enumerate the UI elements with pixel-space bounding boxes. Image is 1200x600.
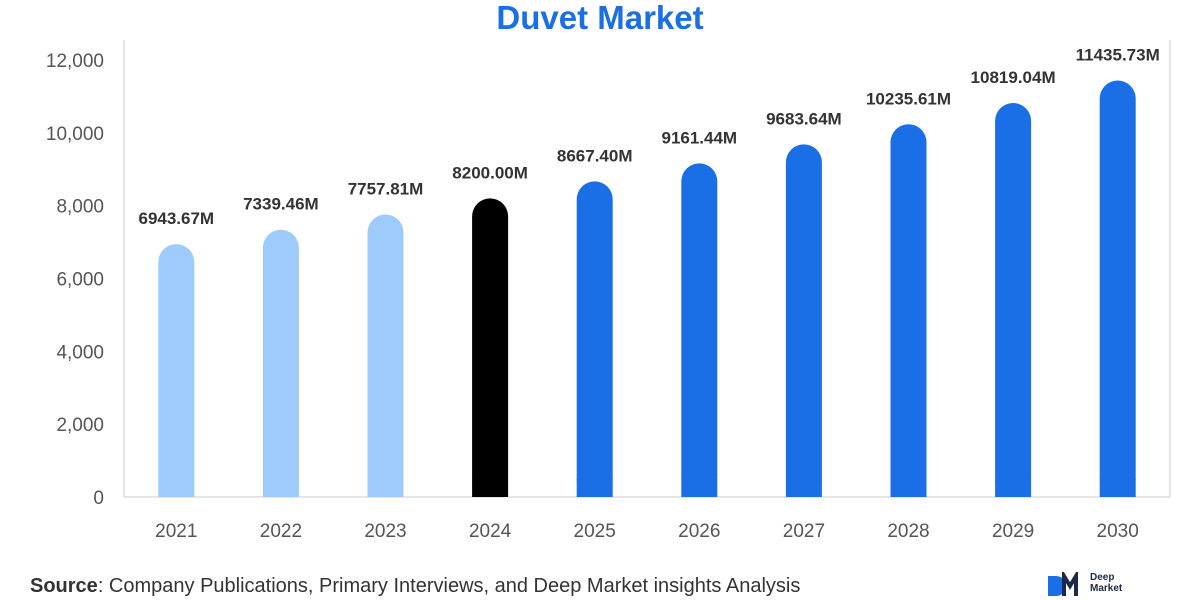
bar-base [681,479,718,497]
chart-bars [158,80,1136,498]
x-tick-label: 2026 [678,521,720,542]
bar [785,144,822,497]
data-label: 11435.73M [1076,46,1160,65]
source-text: : Company Publications, Primary Intervie… [97,575,801,597]
x-tick-label: 2023 [364,521,406,542]
bar-base [472,479,509,497]
bar [158,244,195,497]
bar [576,181,613,497]
x-axis-ticks: 2021 2022 2023 2024 2025 2026 2027 2028 2029 2030 [155,521,1139,542]
bar-base [785,479,822,497]
data-label: 7339.46M [243,195,319,214]
y-tick-label: 10,000 [46,124,104,145]
y-tick-label: 8,000 [56,197,104,218]
y-tick-label: 6,000 [56,270,104,291]
bar [367,214,404,497]
y-tick-label: 4,000 [56,342,104,363]
bar-base [1099,479,1136,497]
data-label: 10235.61M [866,89,951,108]
bar-base [262,479,299,497]
x-tick-label: 2025 [574,521,616,542]
data-label: 7757.81M [348,179,424,198]
data-label: 8667.40M [557,146,633,165]
logo-mark-icon [1048,572,1078,596]
data-label: 10819.04M [971,68,1056,87]
bar-chart: 0 2,000 4,000 6,000 8,000 10,000 12,000 6943.6… [46,40,1171,542]
bar [995,103,1032,498]
y-tick-label: 2,000 [56,415,104,436]
data-labels: 6943.67M 7339.46M 7757.81M 8200.00M 8667.40M… [138,46,1159,229]
x-tick-label: 2022 [260,521,302,542]
logo-line-2: Market [1090,583,1123,594]
x-tick-label: 2028 [887,521,929,542]
y-tick-label: 12,000 [46,51,104,72]
bar-base [367,479,404,497]
x-tick-label: 2030 [1097,521,1139,542]
logo-line-1: Deep [1090,572,1115,583]
data-label: 6943.67M [138,209,214,228]
data-label: 9683.64M [766,109,842,128]
data-label: 8200.00M [452,163,528,182]
logo-text: Deep Market [1090,572,1122,594]
bar [262,229,299,498]
bar-base [576,479,613,497]
x-tick-label: 2029 [992,521,1034,542]
bar-base [158,479,195,497]
brand-logo: Deep Market [1046,572,1166,600]
x-tick-label: 2027 [783,521,825,542]
chart-title: Duvet Market [496,0,704,36]
y-tick-label: 0 [93,488,104,509]
bar [890,124,927,497]
bar-base [890,479,927,497]
x-tick-label: 2024 [469,521,512,542]
data-label: 9161.44M [661,128,737,147]
bar [681,163,718,497]
bar-base [995,479,1032,497]
bar [472,198,509,497]
x-tick-label: 2021 [155,521,197,542]
bar [1099,80,1136,498]
source-note: Source: Company Publications, Primary In… [30,575,800,598]
y-axis-ticks: 0 2,000 4,000 6,000 8,000 10,000 12,000 [46,51,104,509]
source-label: Source [30,575,98,597]
